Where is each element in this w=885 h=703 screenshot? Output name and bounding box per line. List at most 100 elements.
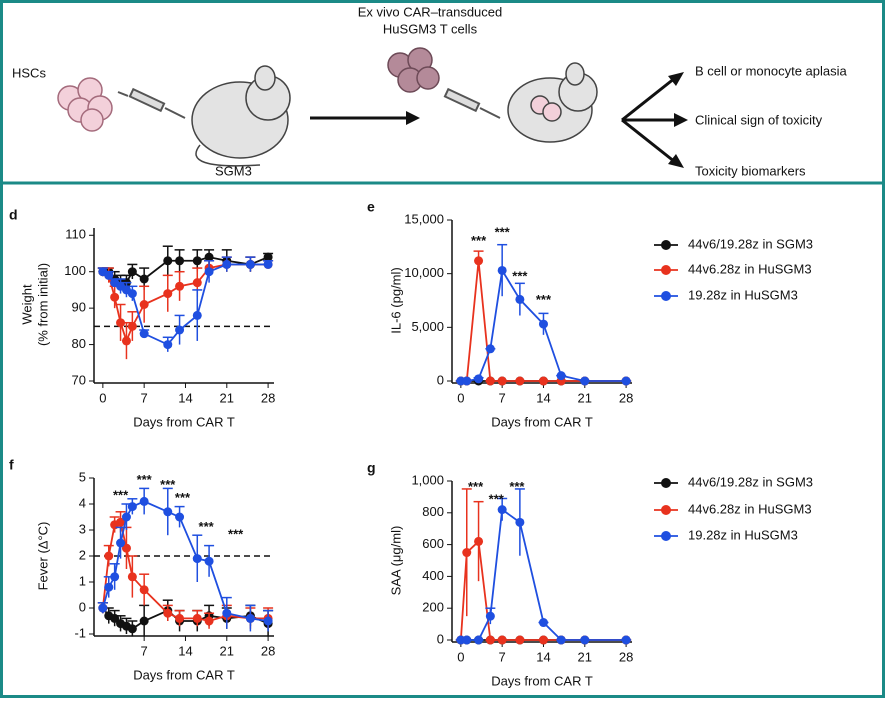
- mouse-label: SGM3: [215, 163, 252, 178]
- point: [204, 267, 214, 277]
- y-tick-label: 5,000: [411, 319, 444, 334]
- point: [580, 376, 590, 386]
- x-tick-label: 14: [178, 390, 192, 405]
- y-tick-label: 1: [79, 573, 86, 588]
- cells-label: HuSGM3 T cells: [383, 21, 478, 36]
- x-tick-label: 28: [619, 390, 633, 405]
- point: [127, 502, 137, 512]
- point: [621, 376, 631, 386]
- point: [515, 376, 525, 386]
- legend-label: 44v6/19.28z in SGM3: [688, 236, 813, 251]
- point: [127, 624, 137, 634]
- annotation: ***: [113, 488, 129, 503]
- point: [192, 613, 202, 623]
- point: [485, 344, 495, 354]
- y-tick-label: 0: [79, 599, 86, 614]
- series-line: [102, 263, 269, 346]
- point: [485, 635, 495, 645]
- legend-label: 19.28z in HuSGM3: [688, 527, 798, 542]
- point: [116, 318, 126, 328]
- y-tick-label: 10,000: [404, 265, 444, 280]
- point: [163, 507, 173, 517]
- arrow-head: [674, 113, 688, 127]
- point: [538, 635, 548, 645]
- annotation: ***: [536, 292, 552, 307]
- point: [98, 603, 108, 613]
- point: [163, 608, 173, 618]
- point: [163, 256, 173, 266]
- y-tick-label: 70: [72, 372, 86, 387]
- point: [192, 310, 202, 320]
- hsc-cells: [57, 77, 113, 132]
- x-axis-label: Days from CAR T: [133, 414, 235, 429]
- point: [204, 616, 214, 626]
- annotation: ***: [509, 479, 525, 494]
- legend-marker: [661, 478, 671, 488]
- series-line: [460, 267, 627, 382]
- x-tick-label: 7: [499, 390, 506, 405]
- point: [104, 551, 114, 561]
- point: [163, 340, 173, 350]
- y-tick-label: 5: [79, 469, 86, 484]
- y-tick-label: 1,000: [411, 472, 444, 487]
- point: [204, 556, 214, 566]
- annotation: ***: [160, 477, 176, 492]
- y-axis-label: IL-6 (pg/ml): [388, 267, 403, 333]
- series-line: [101, 500, 269, 622]
- annotation: ***: [468, 479, 484, 494]
- point: [474, 374, 484, 384]
- x-tick-label: 21: [220, 390, 234, 405]
- point: [175, 256, 185, 266]
- point: [474, 635, 484, 645]
- point: [175, 281, 185, 291]
- arrow-head: [668, 154, 684, 168]
- cells-label: Ex vivo CAR–transduced: [358, 4, 503, 19]
- point: [515, 294, 525, 304]
- y-tick-label: 100: [64, 263, 86, 278]
- series-line: [460, 507, 627, 641]
- point: [556, 635, 566, 645]
- legend-marker: [661, 505, 671, 515]
- point: [175, 512, 185, 522]
- point: [621, 635, 631, 645]
- series-line: [101, 520, 269, 622]
- y-tick-label: 0: [437, 372, 444, 387]
- point: [175, 325, 185, 335]
- y-tick-label: 800: [422, 504, 444, 519]
- legend-marker: [661, 265, 671, 275]
- arrow-head: [406, 111, 420, 125]
- x-axis-label: Days from CAR T: [491, 673, 593, 688]
- panel-label: g: [367, 460, 376, 476]
- point: [474, 536, 484, 546]
- point: [192, 256, 202, 266]
- point: [127, 267, 137, 277]
- point: [204, 252, 214, 262]
- x-tick-label: 21: [578, 649, 592, 664]
- point: [116, 517, 126, 527]
- x-tick-label: 7: [141, 390, 148, 405]
- x-tick-label: 21: [220, 643, 234, 658]
- point: [497, 376, 507, 386]
- x-tick-label: 14: [178, 643, 192, 658]
- t-cells: [387, 47, 440, 93]
- point: [139, 496, 149, 506]
- point: [263, 259, 273, 269]
- point: [222, 608, 232, 618]
- x-tick-label: 7: [499, 649, 506, 664]
- point: [462, 635, 472, 645]
- annotation: ***: [228, 527, 244, 542]
- x-axis-label: Days from CAR T: [491, 414, 593, 429]
- point: [175, 613, 185, 623]
- point: [485, 611, 495, 621]
- annotation: ***: [512, 268, 528, 283]
- annotation: ***: [495, 224, 511, 239]
- y-tick-label: -1: [74, 625, 86, 640]
- legend-label: 44v6.28z in HuSGM3: [688, 501, 812, 516]
- annotation: ***: [489, 492, 505, 507]
- x-tick-label: 14: [536, 390, 550, 405]
- point: [139, 585, 149, 595]
- point: [139, 616, 149, 626]
- point: [127, 289, 137, 299]
- y-tick-label: 80: [72, 336, 86, 351]
- y-tick-label: 400: [422, 568, 444, 583]
